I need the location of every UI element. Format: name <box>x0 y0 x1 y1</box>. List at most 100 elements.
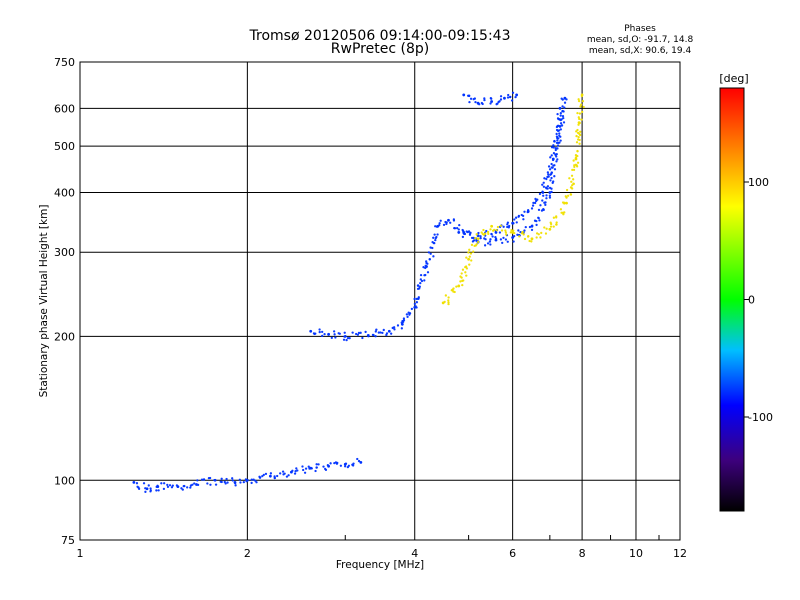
data-point <box>546 175 549 179</box>
data-point <box>352 462 355 465</box>
data-point <box>296 469 299 472</box>
data-point <box>511 91 515 94</box>
data-point <box>535 232 539 235</box>
data-point <box>548 168 552 171</box>
data-point <box>550 166 553 169</box>
data-point <box>517 215 520 218</box>
data-point <box>424 273 427 277</box>
data-point <box>532 201 535 205</box>
data-point <box>490 97 493 100</box>
data-point <box>541 191 545 194</box>
data-point <box>565 201 568 205</box>
data-point <box>414 305 417 308</box>
phases-x-mode-stats: mean, sd,X: 90.6, 19.4 <box>589 46 692 56</box>
data-point <box>202 478 206 481</box>
data-point <box>239 481 242 484</box>
data-point <box>495 229 498 232</box>
data-point <box>555 141 559 145</box>
data-point <box>554 147 557 150</box>
data-point <box>542 194 545 197</box>
data-point <box>508 224 511 228</box>
data-point <box>332 330 336 333</box>
data-point <box>447 218 450 222</box>
data-point <box>338 332 341 335</box>
data-point <box>492 228 496 232</box>
data-point <box>577 116 580 119</box>
data-point <box>264 472 268 476</box>
data-point <box>359 331 362 334</box>
data-point <box>552 225 555 228</box>
data-point <box>315 463 318 466</box>
data-point <box>521 214 525 218</box>
data-point <box>504 231 508 234</box>
data-point <box>295 467 298 470</box>
data-point <box>176 485 180 489</box>
y-tick-label: 300 <box>54 246 75 259</box>
data-point <box>505 233 508 236</box>
data-point <box>576 161 580 164</box>
grid-layer <box>80 62 680 540</box>
data-point <box>576 131 580 135</box>
data-point <box>425 260 428 263</box>
data-point <box>558 132 561 135</box>
data-point <box>438 222 441 225</box>
data-point <box>303 471 307 474</box>
data-point <box>524 225 527 229</box>
data-point <box>375 328 378 331</box>
data-point <box>254 479 257 482</box>
data-point <box>575 141 579 144</box>
data-point <box>543 226 546 229</box>
data-point <box>294 470 297 473</box>
data-point <box>530 207 534 210</box>
data-point <box>157 489 160 492</box>
data-point <box>560 97 563 100</box>
data-point <box>427 251 431 254</box>
data-point <box>447 296 450 299</box>
data-point <box>132 480 136 484</box>
data-point <box>535 236 538 239</box>
x-axis-label: Frequency [MHz] <box>336 559 424 571</box>
data-point <box>468 100 471 104</box>
data-point <box>318 328 321 331</box>
data-point <box>322 465 325 468</box>
data-point <box>420 279 424 283</box>
data-point <box>366 333 370 337</box>
data-point <box>200 478 204 481</box>
data-point <box>432 236 435 239</box>
data-point <box>565 196 568 199</box>
data-point <box>477 231 480 235</box>
data-point <box>537 217 540 220</box>
data-point <box>279 472 282 475</box>
data-point <box>542 185 546 188</box>
data-point <box>436 233 439 236</box>
data-point <box>561 109 564 113</box>
data-point <box>547 165 551 168</box>
data-point <box>142 482 146 485</box>
data-point <box>578 112 582 115</box>
data-point <box>555 155 558 158</box>
data-point <box>553 175 556 178</box>
data-point <box>545 227 548 230</box>
data-point <box>469 97 473 100</box>
data-point <box>557 137 560 140</box>
data-point <box>468 255 471 258</box>
data-point <box>231 477 234 480</box>
data-point <box>552 216 556 219</box>
data-point <box>549 225 553 228</box>
data-point <box>530 240 533 243</box>
data-point <box>452 290 455 293</box>
data-point <box>418 285 421 288</box>
data-point <box>396 324 400 327</box>
data-point <box>506 240 509 243</box>
data-point <box>568 177 571 180</box>
data-point <box>435 235 438 239</box>
data-point <box>467 94 471 97</box>
data-point <box>559 139 562 142</box>
data-point <box>561 114 565 118</box>
data-point <box>276 474 279 478</box>
data-point <box>209 483 212 486</box>
data-point <box>490 224 494 228</box>
data-point <box>550 172 553 176</box>
data-point <box>483 244 487 247</box>
data-point <box>572 159 575 162</box>
